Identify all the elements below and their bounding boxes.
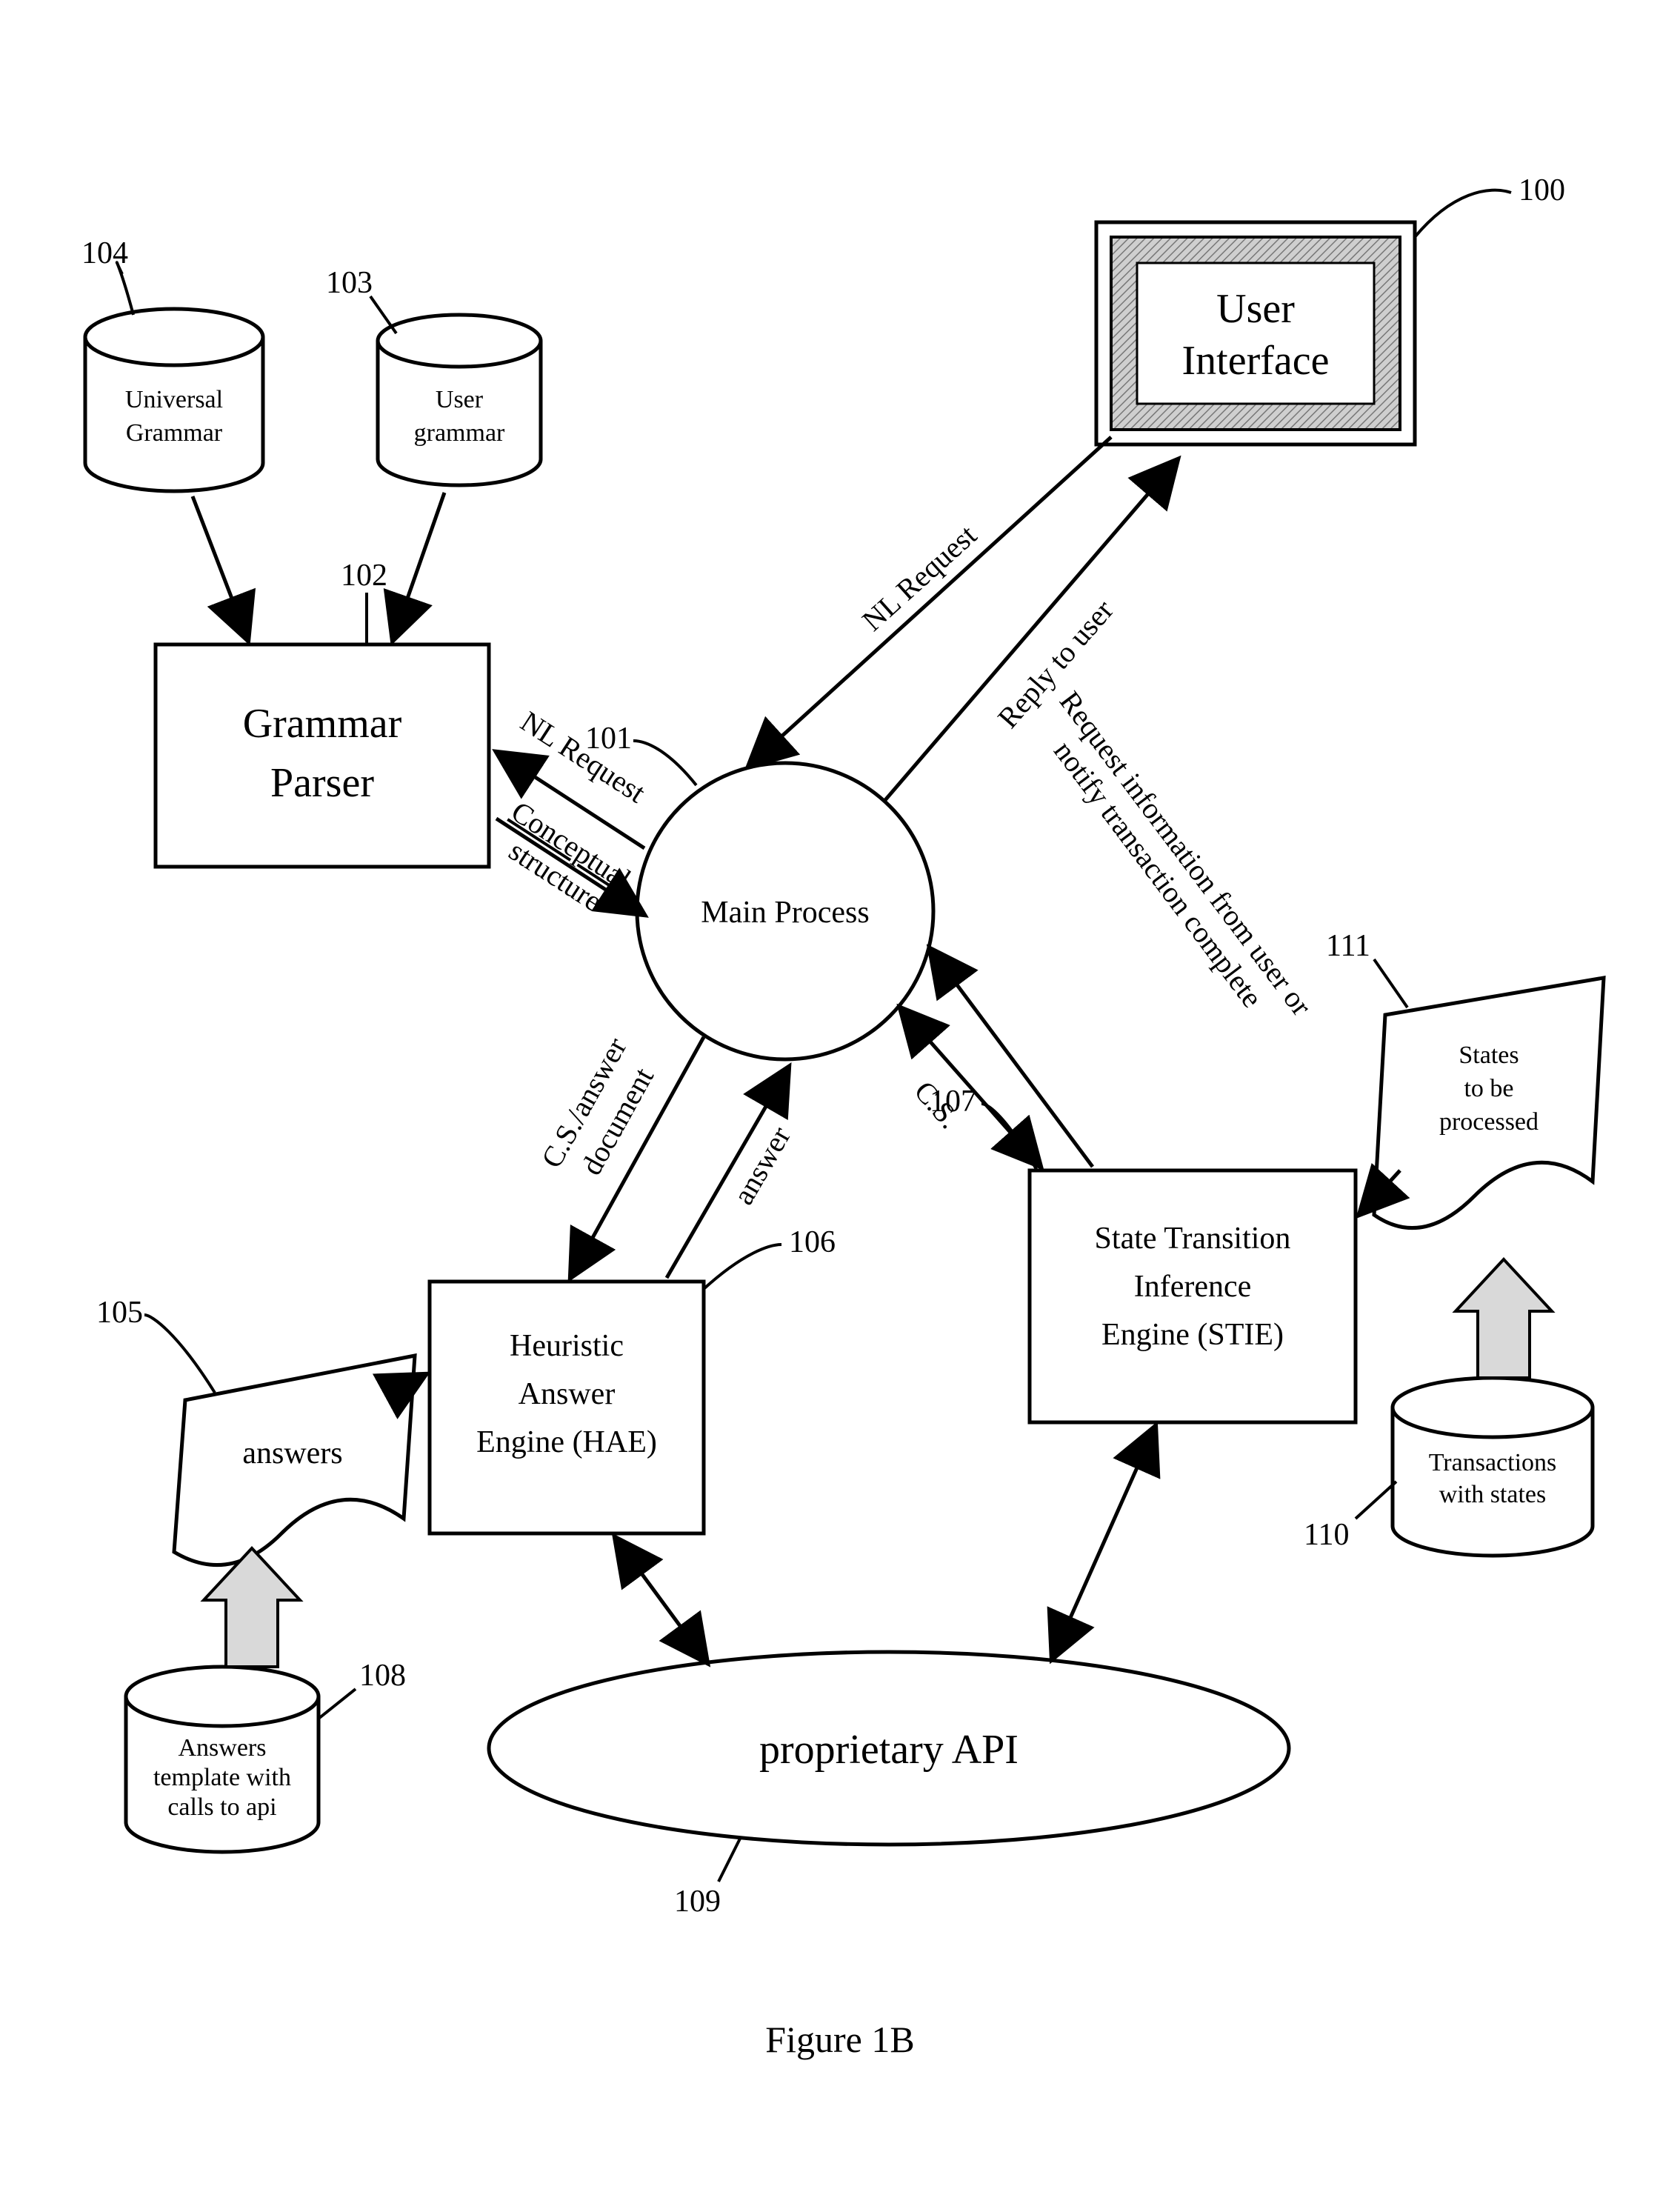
grammar-parser-node: Grammar Parser [156, 644, 489, 867]
answers-doc-label: answers [242, 1436, 342, 1470]
edge-cs-label: C.S. [908, 1074, 967, 1135]
hae-label-1: Heuristic [510, 1329, 624, 1363]
ref-100: 100 [1519, 173, 1565, 207]
hae-node: Heuristic Answer Engine (HAE) [430, 1282, 704, 1533]
api-node: proprietary API [489, 1652, 1289, 1845]
figure-diagram: User Interface 100 Main Process 101 Gram… [0, 0, 1680, 2192]
grammar-parser-label-2: Parser [270, 760, 374, 806]
ref-leader-107 [981, 1104, 1037, 1170]
answers-template-node: Answers template with calls to api [126, 1667, 319, 1852]
ref-102: 102 [341, 559, 387, 593]
ref-leader-111 [1374, 959, 1407, 1007]
edge-request-info-label-2: notify transaction complete [1047, 735, 1269, 1014]
edge-univgrammar-parser [193, 496, 248, 641]
answers-template-label-1: Answers [179, 1734, 267, 1762]
stie-label-2: Inference [1134, 1270, 1252, 1304]
edge-answer-label: answer [727, 1121, 798, 1210]
answers-template-label-2: template with [153, 1764, 291, 1791]
ref-108: 108 [359, 1659, 406, 1693]
edge-request-info-label-1: Request information from user or [1053, 685, 1319, 1022]
user-grammar-node: User grammar [378, 315, 541, 485]
user-grammar-label-2: grammar [414, 419, 505, 447]
edge-stie-api [1052, 1426, 1156, 1659]
states-doc-label-1: States [1459, 1042, 1519, 1069]
answers-template-label-3: calls to api [167, 1793, 276, 1821]
universal-grammar-label-1: Universal [125, 386, 223, 413]
ref-104: 104 [81, 236, 128, 270]
transactions-label-1: Transactions [1429, 1449, 1557, 1476]
hae-label-3: Engine (HAE) [476, 1425, 657, 1459]
ref-105: 105 [96, 1296, 143, 1330]
stie-node: State Transition Inference Engine (STIE) [1030, 1170, 1356, 1422]
user-interface-label-2: Interface [1182, 338, 1330, 384]
edge-conceptual-structure-label: Conceptual structure [487, 794, 643, 928]
universal-grammar-label-2: Grammar [126, 419, 223, 447]
grammar-parser-label-1: Grammar [243, 701, 402, 747]
user-interface-label-1: User [1216, 286, 1295, 332]
transactions-node: Transactions with states [1393, 1378, 1593, 1556]
figure-caption: Figure 1B [765, 2019, 914, 2060]
user-interface-node: User Interface [1096, 222, 1415, 444]
edge-nl-request-ui-label: NL Request [856, 518, 983, 637]
ref-leader-108 [319, 1689, 356, 1719]
states-doc-node: States to be processed [1374, 978, 1604, 1228]
hae-label-2: Answer [519, 1377, 616, 1411]
ref-leader-110 [1356, 1482, 1396, 1519]
transactions-label-2: with states [1439, 1481, 1546, 1508]
ref-109: 109 [674, 1885, 721, 1919]
main-process-label: Main Process [701, 896, 869, 930]
ref-106: 106 [789, 1225, 836, 1259]
edge-usergrammar-parser [393, 493, 444, 641]
ref-leader-105 [144, 1315, 215, 1393]
edge-hae-api [615, 1537, 707, 1663]
main-process-node: Main Process [637, 763, 933, 1059]
api-label: proprietary API [759, 1727, 1019, 1773]
universal-grammar-node: Universal Grammar [85, 309, 263, 491]
states-doc-label-2: to be [1464, 1075, 1513, 1102]
ref-leader-106 [704, 1245, 781, 1289]
ref-111: 111 [1326, 929, 1370, 963]
user-grammar-label-1: User [436, 386, 484, 413]
stie-label-3: Engine (STIE) [1101, 1318, 1284, 1352]
edge-nl-request-gp-label: NL Request [515, 704, 651, 810]
ref-103: 103 [326, 266, 373, 300]
ref-leader-100 [1415, 190, 1511, 237]
block-arrow-states [1456, 1259, 1552, 1378]
states-doc-label-3: processed [1439, 1108, 1539, 1136]
stie-label-1: State Transition [1095, 1222, 1291, 1256]
ref-leader-103 [370, 296, 396, 333]
ref-110: 110 [1304, 1518, 1349, 1552]
ref-leader-109 [719, 1837, 741, 1882]
